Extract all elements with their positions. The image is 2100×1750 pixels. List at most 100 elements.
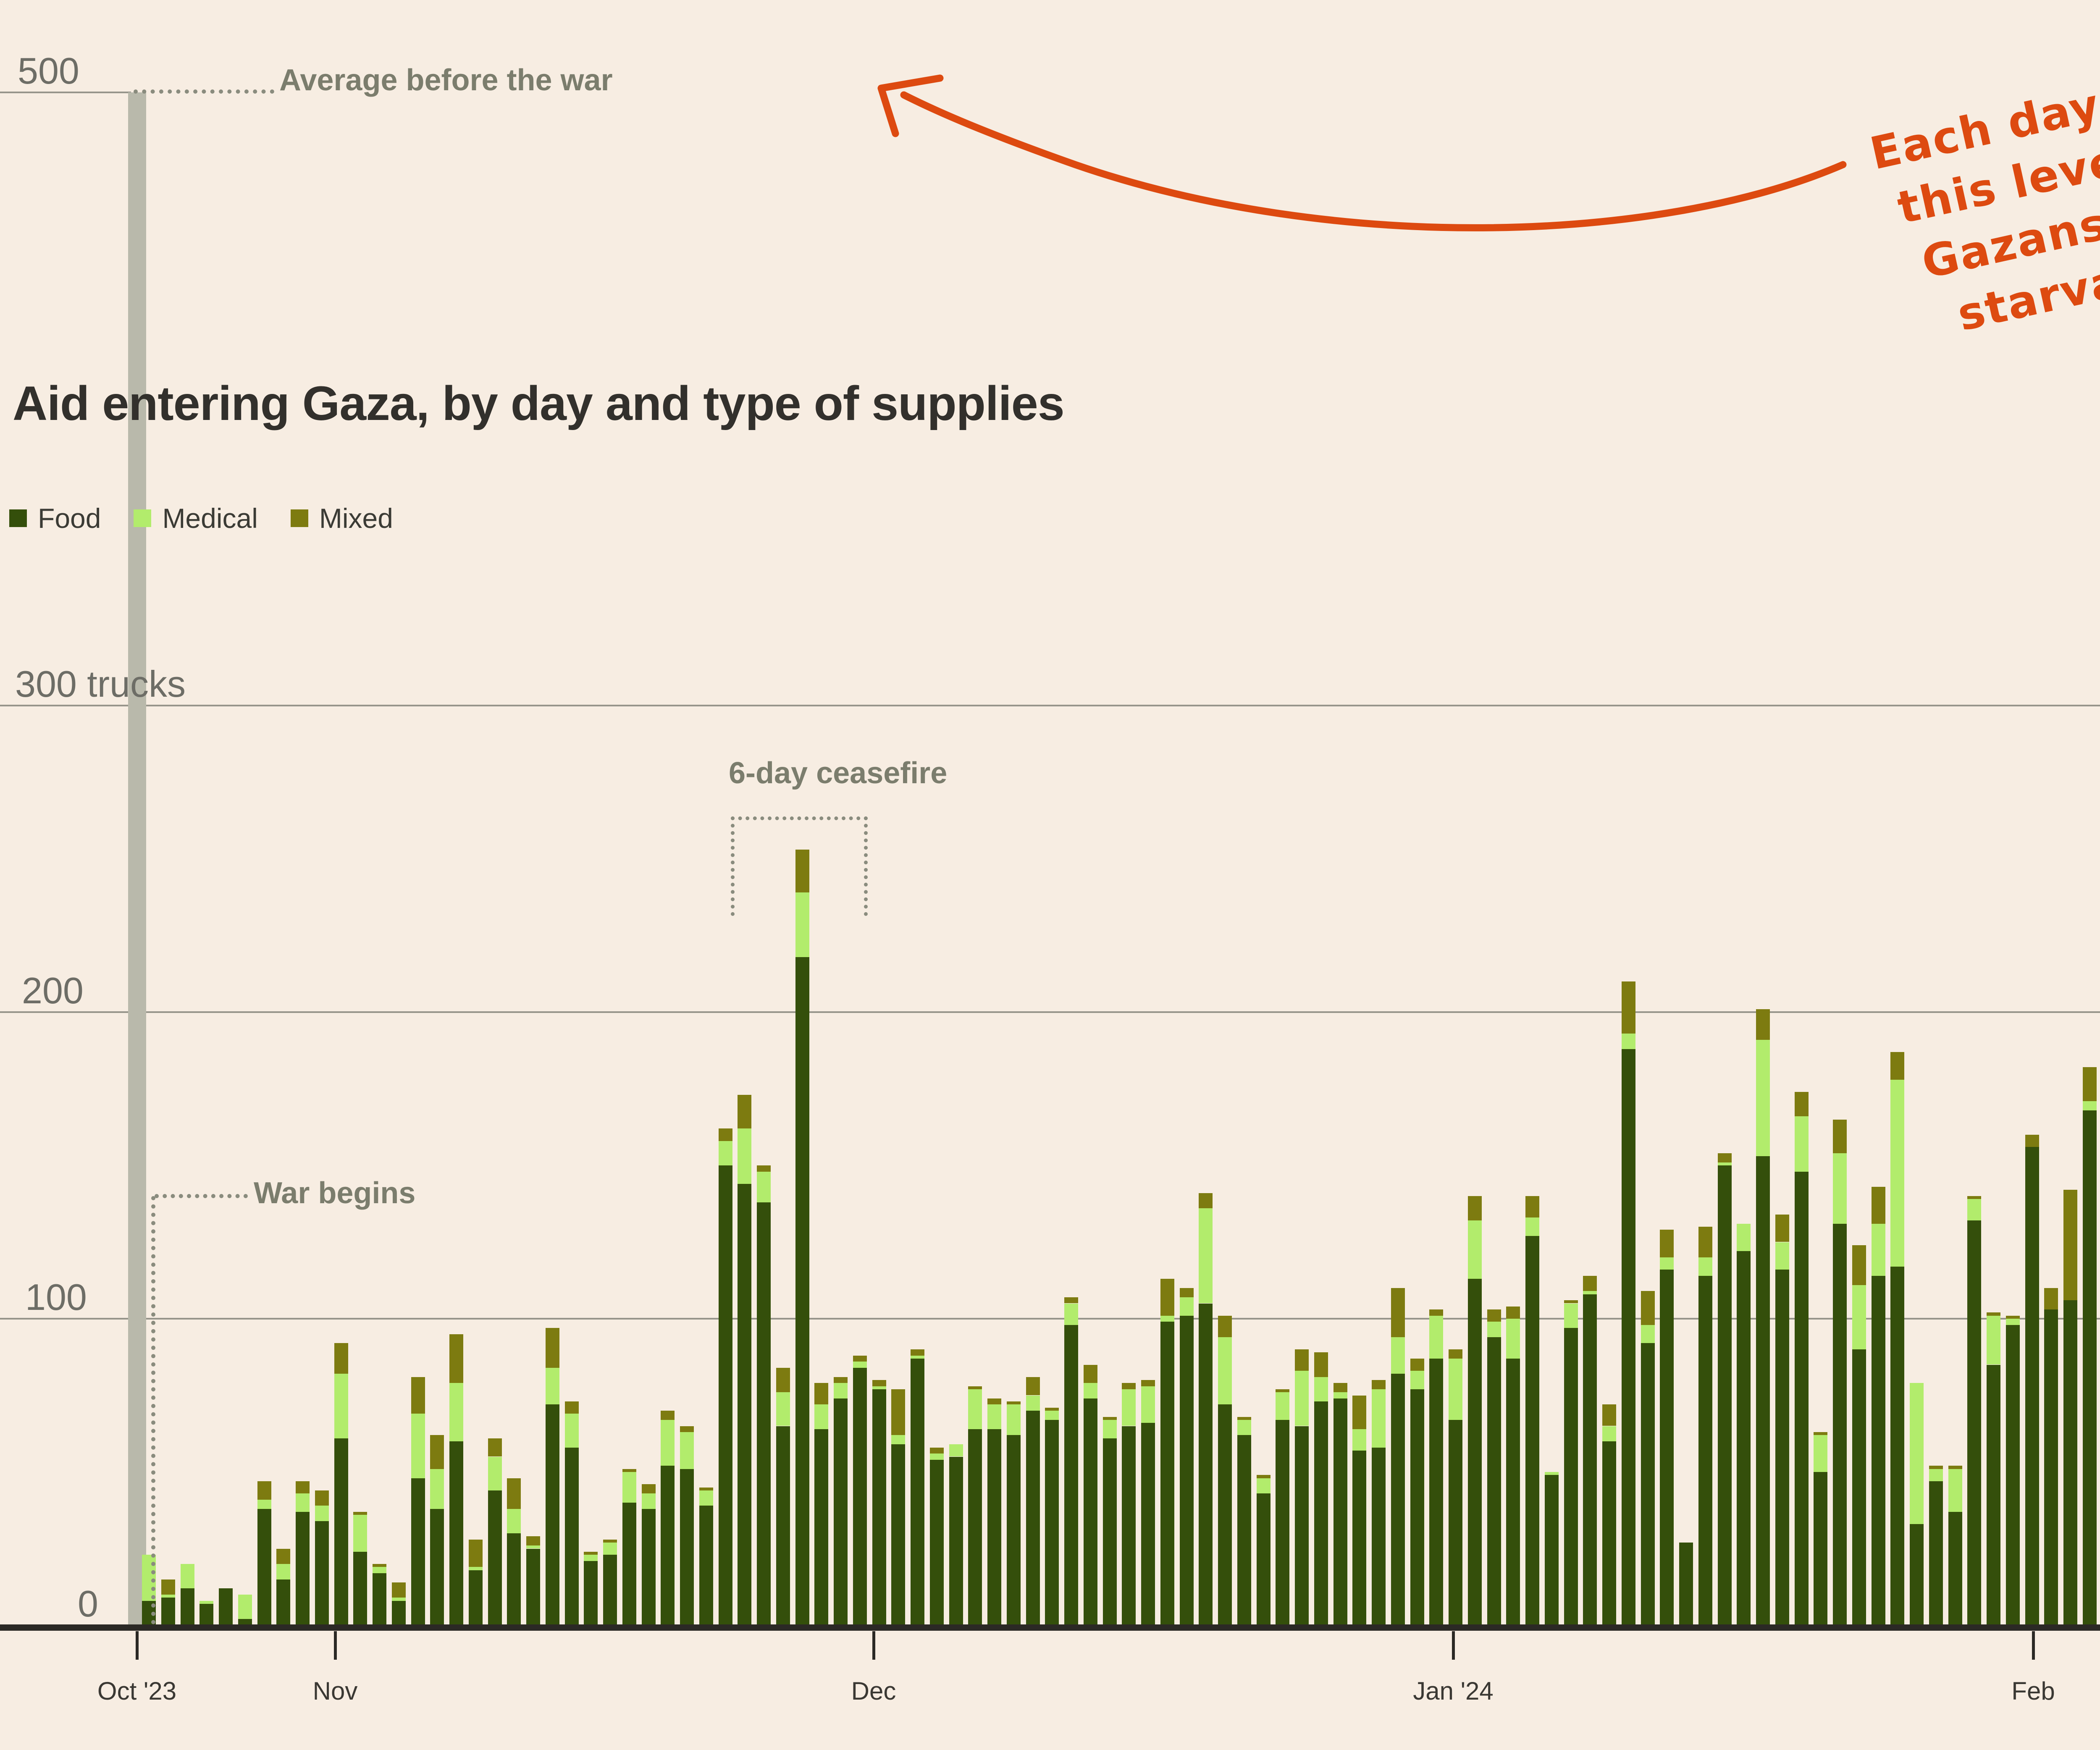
- bar-segment-medical: [238, 1595, 252, 1619]
- bar-segment-food: [296, 1511, 310, 1625]
- bar-segment-food: [1295, 1426, 1309, 1625]
- bar-segment-medical: [872, 1386, 886, 1389]
- bar-segment-food: [449, 1441, 463, 1625]
- bar-segment-food: [1314, 1401, 1328, 1625]
- bar-segment-medical: [276, 1564, 291, 1579]
- bar-segment-medical: [911, 1355, 924, 1359]
- bar-segment-food: [1449, 1419, 1462, 1625]
- bar-segment-mixed: [1141, 1380, 1155, 1386]
- bar-segment-medical: [1737, 1223, 1751, 1251]
- y-axis-label-500: 500: [18, 50, 79, 92]
- bar-segment-medical: [1064, 1303, 1078, 1325]
- bar-segment-medical: [718, 1141, 732, 1165]
- bar-segment-food: [603, 1555, 617, 1625]
- bar-segment-medical: [699, 1490, 713, 1506]
- bar-segment-food: [718, 1165, 732, 1625]
- bar-segment-food: [1218, 1404, 1232, 1625]
- bar-segment-mixed: [1948, 1466, 1962, 1469]
- bar-segment-mixed: [1929, 1466, 1943, 1469]
- medical-swatch-icon: [134, 509, 152, 527]
- bar-segment-medical: [757, 1171, 771, 1202]
- bar-segment-food: [257, 1509, 271, 1625]
- bar-segment-medical: [1410, 1371, 1424, 1389]
- bar-segment-food: [1698, 1275, 1712, 1625]
- bar-segment-mixed: [1794, 1091, 1809, 1117]
- bar-segment-mixed: [1045, 1407, 1059, 1411]
- bar-segment-food: [2025, 1147, 2039, 1625]
- bar-segment-medical: [507, 1509, 521, 1533]
- bar-segment-food: [1237, 1435, 1251, 1625]
- bar-segment-medical: [391, 1598, 406, 1601]
- bar-segment-medical: [1160, 1315, 1174, 1322]
- bar-segment-mixed: [1852, 1245, 1866, 1285]
- bar-segment-mixed: [603, 1539, 617, 1543]
- bar-segment-mixed: [1449, 1349, 1462, 1359]
- bar-segment-mixed: [1006, 1401, 1021, 1405]
- bar-segment-medical: [1890, 1079, 1905, 1267]
- bar-segment-medical: [1352, 1429, 1367, 1451]
- bar-segment-food: [2006, 1325, 2020, 1625]
- bar-segment-mixed: [296, 1481, 310, 1494]
- bar-segment-food: [200, 1603, 214, 1625]
- bar-segment-mixed: [276, 1548, 291, 1564]
- bar-segment-mixed: [834, 1377, 848, 1383]
- average-line-dotted-segment: [134, 89, 274, 94]
- bar-segment-food: [2082, 1110, 2097, 1625]
- bar-segment-medical: [1756, 1039, 1770, 1157]
- bar-segment-food: [353, 1551, 368, 1625]
- bar-segment-medical: [1602, 1426, 1616, 1441]
- bar-segment-mixed: [1871, 1187, 1885, 1224]
- legend-item-mixed: Mixed: [290, 502, 393, 534]
- bar-segment-medical: [488, 1456, 502, 1490]
- bar-segment-medical: [738, 1128, 752, 1184]
- bar-segment-mixed: [1660, 1230, 1674, 1257]
- bar-segment-medical: [1083, 1383, 1097, 1398]
- bar-segment-food: [834, 1398, 848, 1625]
- bar-segment-mixed: [315, 1490, 329, 1506]
- bar-segment-food: [1352, 1450, 1367, 1625]
- x-tick: [2032, 1631, 2035, 1660]
- bar-segment-medical: [526, 1545, 540, 1549]
- bar-segment-mixed: [1775, 1214, 1789, 1242]
- bar-segment-medical: [449, 1383, 463, 1441]
- bar-segment-food: [1429, 1358, 1444, 1625]
- bar-segment-medical: [1122, 1389, 1136, 1426]
- bar-segment-medical: [603, 1542, 617, 1555]
- x-tick-label: Nov: [312, 1677, 358, 1705]
- bar-segment-medical: [814, 1404, 829, 1429]
- bar-segment-food: [1890, 1266, 1905, 1625]
- bar-segment-mixed: [1064, 1297, 1078, 1304]
- war-begins-band: [128, 92, 146, 1627]
- bar-segment-medical: [1449, 1358, 1462, 1420]
- bar-segment-food: [1487, 1337, 1501, 1625]
- bar-segment-medical: [2082, 1101, 2097, 1110]
- bar-segment-medical: [641, 1493, 656, 1509]
- bar-segment-mixed: [1237, 1417, 1251, 1420]
- bar-segment-mixed: [1391, 1288, 1405, 1337]
- bar-segment-food: [949, 1456, 963, 1625]
- bar-segment-mixed: [161, 1579, 175, 1595]
- bar-segment-food: [180, 1588, 194, 1625]
- bar-segment-medical: [1237, 1419, 1251, 1435]
- bar-segment-medical: [353, 1515, 368, 1552]
- bar-segment-mixed: [2082, 1067, 2097, 1101]
- bar-segment-medical: [661, 1419, 675, 1466]
- bar-segment-mixed: [1756, 1009, 1770, 1040]
- bar-segment-food: [1064, 1325, 1078, 1625]
- legend-label-medical: Medical: [162, 503, 258, 534]
- bar-segment-mixed: [1429, 1309, 1444, 1316]
- legend: Food Medical Mixed: [9, 502, 393, 534]
- bar-segment-medical: [257, 1499, 271, 1509]
- bar-segment-medical: [1295, 1371, 1309, 1426]
- y-axis-label-200: 200: [22, 970, 84, 1011]
- bar-segment-mixed: [1814, 1432, 1828, 1435]
- bar-segment-medical: [622, 1472, 636, 1503]
- bar-segment-mixed: [1717, 1153, 1732, 1162]
- bar-segment-medical: [929, 1454, 944, 1460]
- bar-segment-mixed: [449, 1334, 463, 1383]
- war-begins-leader-horizontal: [155, 1194, 248, 1198]
- bar-segment-medical: [200, 1600, 214, 1604]
- bar-segment-food: [987, 1429, 1001, 1625]
- bar-segment-mixed: [872, 1380, 886, 1386]
- bar-segment-medical: [1467, 1220, 1482, 1279]
